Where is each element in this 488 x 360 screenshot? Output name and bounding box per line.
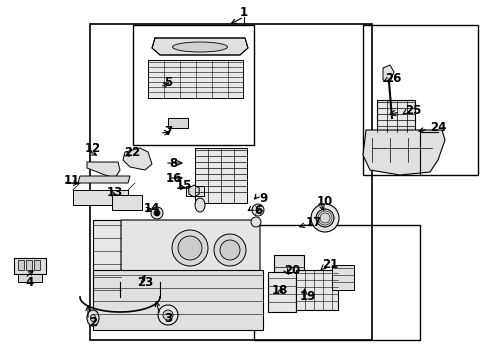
Ellipse shape — [87, 310, 99, 326]
Text: 1: 1 — [240, 5, 247, 18]
Bar — [331, 265, 353, 290]
Bar — [148, 60, 243, 98]
Text: 4: 4 — [26, 275, 34, 288]
Bar — [185, 186, 203, 196]
Text: 10: 10 — [316, 194, 332, 207]
Bar — [267, 272, 295, 312]
Text: 11: 11 — [64, 174, 80, 186]
Text: 12: 12 — [85, 141, 101, 154]
Text: 5: 5 — [163, 76, 172, 89]
Text: 19: 19 — [299, 289, 316, 302]
Bar — [133, 25, 253, 145]
Ellipse shape — [195, 198, 204, 212]
Bar — [273, 255, 304, 287]
Text: 8: 8 — [168, 157, 177, 170]
Text: 20: 20 — [284, 264, 300, 276]
Bar — [14, 258, 46, 274]
Bar — [362, 25, 477, 175]
Circle shape — [172, 230, 207, 266]
Circle shape — [151, 207, 163, 219]
Circle shape — [315, 209, 333, 227]
Text: 26: 26 — [384, 72, 400, 85]
Bar — [18, 260, 24, 270]
Polygon shape — [121, 220, 260, 295]
Text: 18: 18 — [271, 284, 287, 297]
Bar — [168, 118, 187, 128]
Polygon shape — [123, 148, 152, 170]
Text: 21: 21 — [321, 258, 337, 271]
Circle shape — [220, 240, 240, 260]
Text: 24: 24 — [429, 121, 445, 134]
Bar — [73, 190, 128, 205]
Text: 25: 25 — [404, 104, 420, 117]
Text: 16: 16 — [165, 171, 182, 185]
Circle shape — [178, 236, 202, 260]
Bar — [90, 24, 371, 340]
Ellipse shape — [172, 42, 227, 52]
Bar — [18, 274, 42, 282]
Polygon shape — [362, 130, 444, 175]
Text: 7: 7 — [163, 125, 172, 138]
Text: 17: 17 — [305, 216, 322, 229]
Bar — [195, 148, 246, 203]
Circle shape — [163, 310, 173, 320]
Bar — [253, 225, 419, 340]
Text: 9: 9 — [259, 192, 267, 204]
Ellipse shape — [90, 315, 95, 321]
Bar — [34, 260, 40, 270]
Circle shape — [251, 204, 264, 216]
Circle shape — [214, 234, 245, 266]
Polygon shape — [152, 38, 247, 55]
Bar — [295, 270, 337, 310]
Text: 3: 3 — [163, 311, 172, 324]
Text: 13: 13 — [107, 185, 123, 198]
Text: 15: 15 — [176, 179, 192, 192]
Text: 14: 14 — [143, 202, 160, 215]
Text: 6: 6 — [253, 203, 262, 216]
Bar — [93, 270, 263, 330]
Bar — [112, 195, 142, 210]
Bar — [93, 220, 121, 315]
Circle shape — [310, 204, 338, 232]
Text: 23: 23 — [137, 275, 153, 288]
Bar — [376, 100, 414, 132]
Polygon shape — [87, 162, 120, 178]
Polygon shape — [78, 176, 130, 183]
Bar — [26, 260, 32, 270]
Circle shape — [158, 305, 178, 325]
Polygon shape — [382, 65, 393, 82]
Text: 2: 2 — [89, 315, 97, 328]
Circle shape — [154, 210, 160, 216]
Text: 22: 22 — [123, 145, 140, 158]
Circle shape — [250, 217, 261, 227]
